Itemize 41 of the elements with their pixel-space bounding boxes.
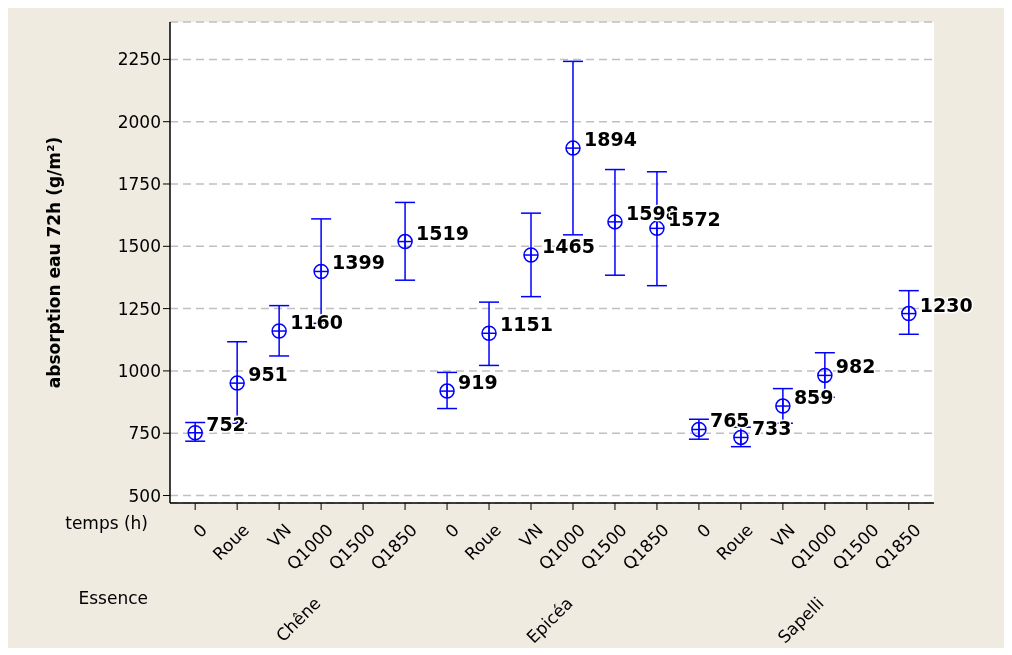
- data-label: 1151: [500, 313, 553, 336]
- data-label: 982: [835, 355, 876, 378]
- data-label: 1465: [542, 235, 595, 258]
- point: [397, 233, 413, 250]
- point: [271, 323, 287, 339]
- data-label: 765: [709, 409, 750, 432]
- point: [439, 383, 455, 399]
- data-label: 1894: [583, 128, 637, 151]
- point: [313, 263, 329, 280]
- point: [649, 220, 665, 237]
- y-tick-label: 1750: [117, 174, 161, 195]
- data-label: 1519: [416, 221, 469, 244]
- data-label: 752: [206, 412, 246, 435]
- point: [775, 398, 791, 414]
- point: [565, 140, 581, 156]
- point: [901, 305, 917, 322]
- point: [229, 375, 245, 391]
- data-label: 951: [248, 363, 288, 386]
- point: [817, 367, 833, 384]
- data-label: 733: [751, 417, 792, 440]
- x-tick-label: 0: [441, 519, 463, 542]
- text: Essence: [78, 588, 148, 608]
- x-tick-label: 0: [189, 519, 212, 542]
- point: [607, 214, 623, 230]
- y-tick-label: 2000: [117, 111, 161, 132]
- y-tick-label: 500: [128, 485, 161, 506]
- data-label: 919: [458, 371, 498, 394]
- data-label: 1160: [290, 311, 344, 334]
- x-axis-title: temps (h): [65, 513, 148, 533]
- y-tick-label: 1250: [117, 298, 161, 319]
- point: [481, 325, 497, 342]
- data-label: 1399: [332, 251, 386, 274]
- data-label: 1230: [919, 293, 973, 316]
- y-tick-label: 1500: [117, 236, 161, 257]
- x-tick-label: 0: [693, 519, 715, 542]
- y-axis-title: absorption eau 72h (g/m²): [44, 136, 65, 389]
- data-label: 859: [793, 386, 834, 409]
- y-tick-label: 2250: [117, 49, 161, 70]
- y-tick-label: 1000: [117, 360, 161, 381]
- y-tick-label: 750: [128, 423, 161, 444]
- point: [523, 247, 539, 263]
